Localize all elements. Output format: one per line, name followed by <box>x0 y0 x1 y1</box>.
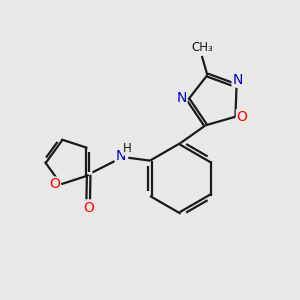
Text: O: O <box>50 177 60 191</box>
Text: O: O <box>237 110 248 124</box>
Text: N: N <box>232 73 243 87</box>
Text: H: H <box>123 142 132 155</box>
Text: N: N <box>176 91 187 105</box>
Text: CH₃: CH₃ <box>191 41 213 54</box>
Text: N: N <box>116 149 126 163</box>
Text: O: O <box>83 201 94 215</box>
